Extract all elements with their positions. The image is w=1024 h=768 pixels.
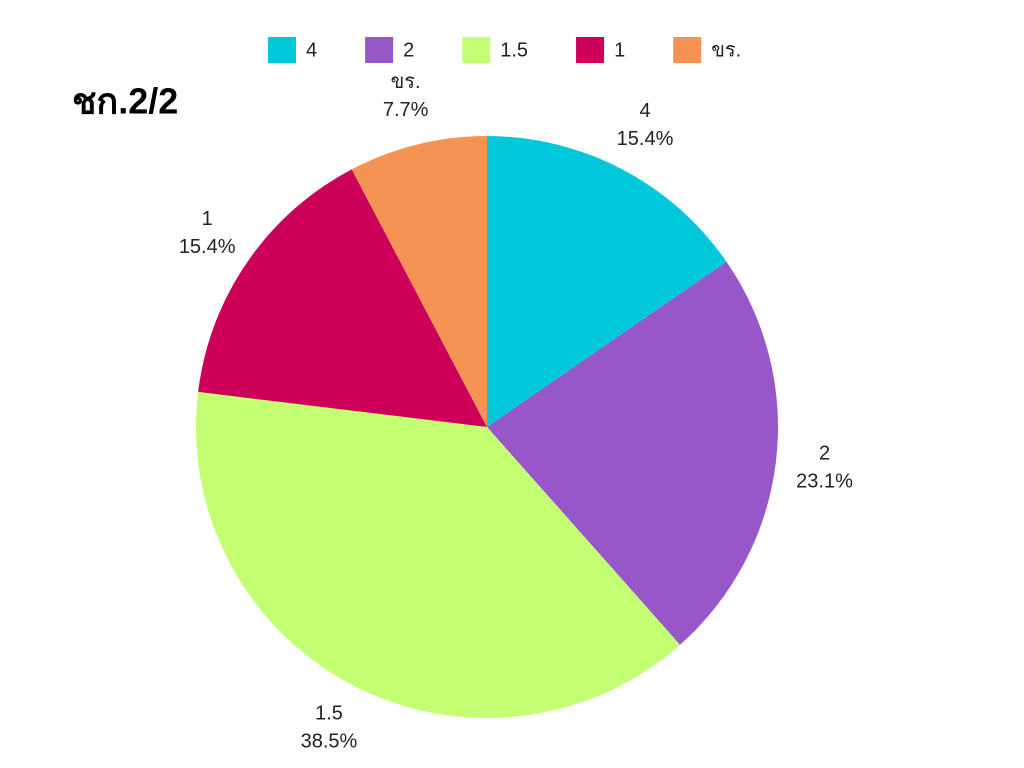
slice-value-label: 23.1% xyxy=(796,470,853,492)
chart-title: ชก.2/2 xyxy=(72,81,178,122)
slice-value-label: 7.7% xyxy=(383,99,429,121)
slice-value-label: 15.4% xyxy=(617,128,674,150)
legend-swatch xyxy=(462,37,491,63)
pie-slice xyxy=(198,169,488,428)
slice-value-label: 38.5% xyxy=(301,730,358,752)
slice-value-label: 15.4% xyxy=(179,236,236,258)
legend-swatch xyxy=(365,37,394,63)
legend-swatch xyxy=(268,37,296,63)
pie-slice xyxy=(487,136,727,427)
slice-category-label: ขร. xyxy=(391,71,421,93)
pie-slice xyxy=(487,261,778,645)
pie-slice xyxy=(351,136,487,427)
legend-label: 1.5 xyxy=(500,39,528,61)
legend-label: ขร. xyxy=(711,39,741,61)
legend-label: 1 xyxy=(614,39,625,61)
legend-swatch xyxy=(673,37,702,63)
slice-category-label: 4 xyxy=(639,100,650,122)
legend-label: 2 xyxy=(403,39,414,61)
legend-label: 4 xyxy=(306,39,317,61)
slice-category-label: 1 xyxy=(202,208,213,230)
slice-category-label: 2 xyxy=(819,442,830,464)
slice-category-label: 1.5 xyxy=(315,702,343,724)
legend-swatch xyxy=(576,37,605,63)
pie-slice xyxy=(195,391,680,719)
